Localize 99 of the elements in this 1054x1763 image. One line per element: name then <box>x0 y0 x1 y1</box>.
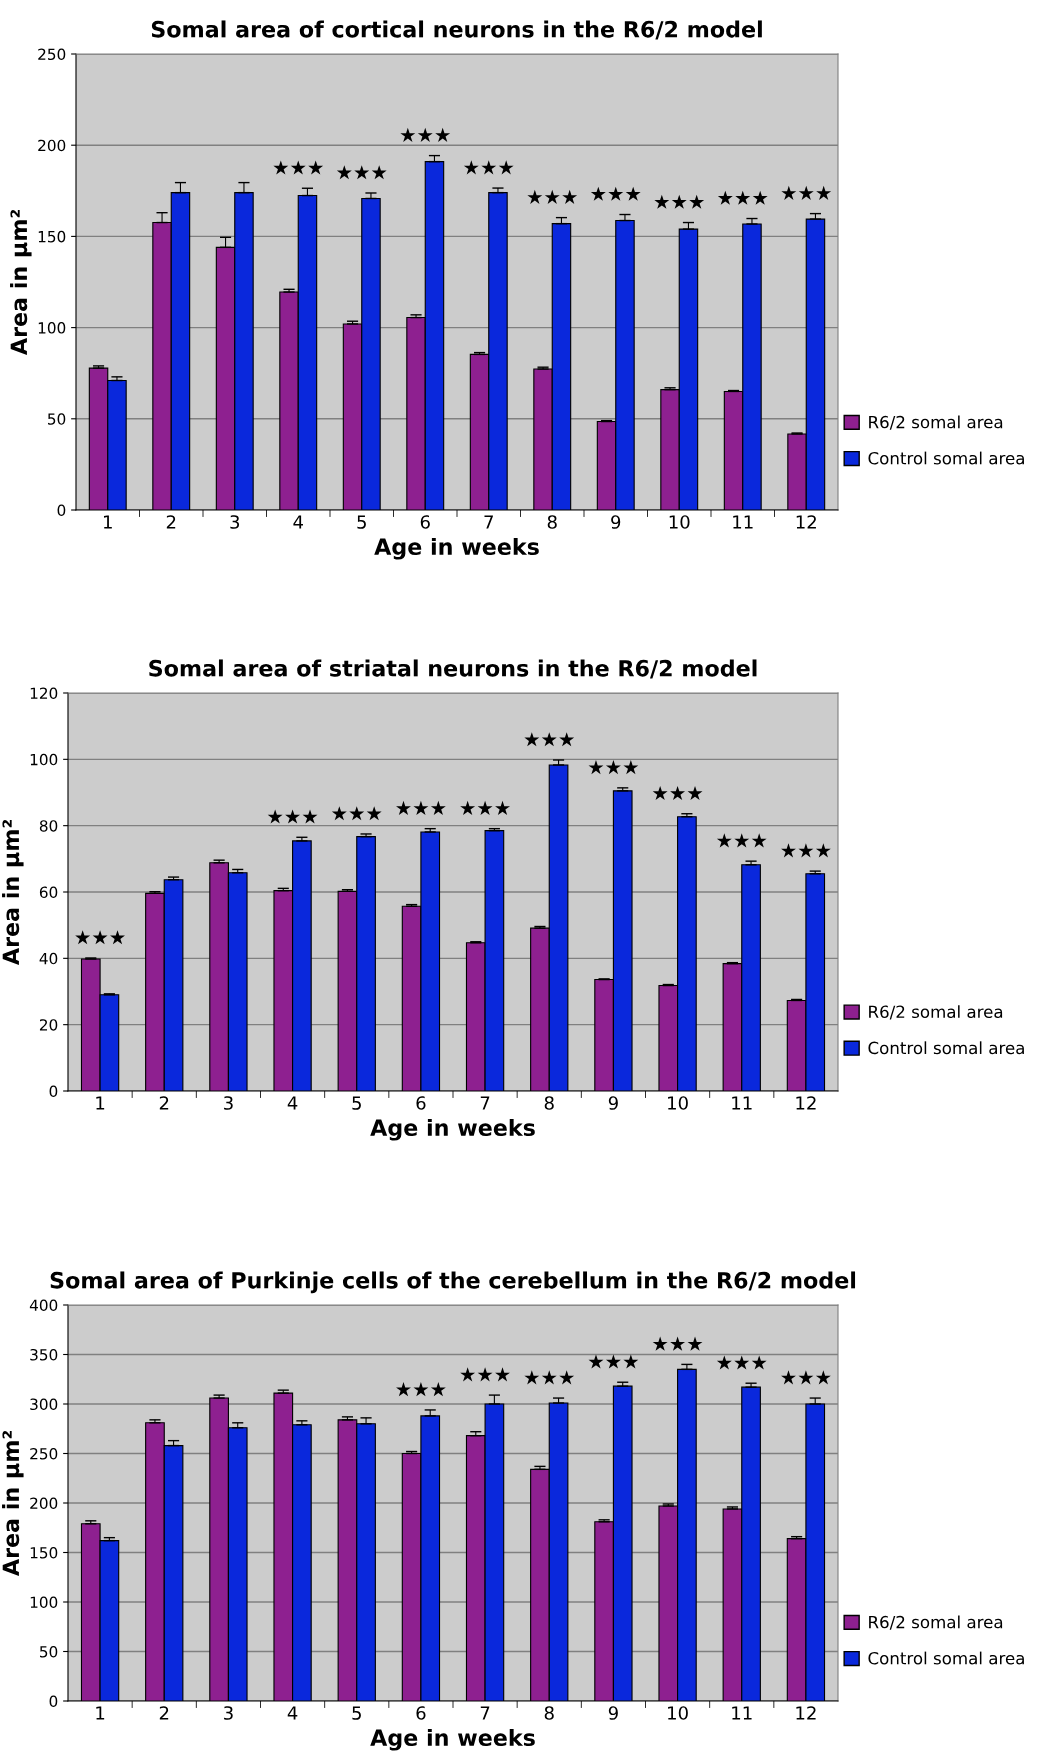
legend-label: Control somal area <box>868 1651 1024 1665</box>
y-tick-label: 200 <box>30 1497 58 1510</box>
x-tick-label: 6 <box>416 1706 426 1720</box>
y-tick-label: 100 <box>30 753 58 766</box>
y-tick-label: 60 <box>39 886 58 899</box>
y-tick-label: 200 <box>38 139 66 152</box>
x-tick-label: 11 <box>732 1706 752 1720</box>
x-tick-label: 5 <box>357 515 366 529</box>
y-tick-label: 80 <box>39 820 58 832</box>
x-tick-label: 9 <box>608 1706 618 1720</box>
x-axis-title: Age in weeks <box>374 537 539 560</box>
y-tick-label: 350 <box>30 1348 58 1361</box>
annotation: ★★★ <box>396 800 446 815</box>
x-axis-title: Age in weeks <box>370 1728 535 1751</box>
x-tick-label: 7 <box>480 1706 490 1720</box>
annotation: ★★★ <box>524 732 575 747</box>
y-tick-label: 150 <box>38 230 66 243</box>
annotation: ★★★ <box>267 809 318 824</box>
x-tick-label: 7 <box>484 515 493 529</box>
x-tick-label: 6 <box>416 1096 426 1110</box>
y-tick-label: 0 <box>49 1695 58 1708</box>
x-tick-label: 12 <box>796 515 816 529</box>
x-tick-label: 5 <box>352 1096 361 1110</box>
x-tick-label: 9 <box>611 515 621 529</box>
y-axis-title: Area in µm² <box>2 1431 24 1577</box>
x-tick-label: 12 <box>796 1706 816 1720</box>
x-tick-label: 1 <box>96 1096 105 1110</box>
annotation: ★★★ <box>336 165 387 180</box>
annotation: ★★★ <box>781 1370 831 1385</box>
annotation: ★★★ <box>652 785 703 801</box>
y-tick-label: 250 <box>30 1447 58 1460</box>
x-tick-label: 10 <box>669 515 690 529</box>
annotation: ★★★ <box>273 160 324 175</box>
legend-label: R6/2 somal area <box>869 1615 1003 1630</box>
x-axis-title: Age in weeks <box>370 1118 535 1141</box>
y-tick-label: 20 <box>39 1019 58 1031</box>
y-axis-title: Area in µm² <box>10 210 32 356</box>
annotation: ★★★ <box>527 189 578 204</box>
chart-title: Somal area of striatal neurons in the R6/2 model <box>149 659 757 679</box>
y-tick-label: 100 <box>38 322 66 334</box>
annotation: ★★★ <box>524 1370 575 1385</box>
annotation: ★★★ <box>716 1355 767 1370</box>
legend-label: Control somal area <box>868 451 1024 465</box>
annotation: ★★★ <box>400 127 451 142</box>
chart-title: Somal area of cortical neurons in the R6/2 model <box>151 20 762 40</box>
y-tick-label: 50 <box>48 413 66 425</box>
annotation: ★★★ <box>590 186 641 201</box>
annotation: ★★★ <box>331 806 382 821</box>
x-tick-label: 8 <box>544 1096 554 1110</box>
x-tick-label: 2 <box>159 1706 169 1720</box>
y-tick-label: 0 <box>57 504 66 517</box>
y-tick-label: 0 <box>49 1085 58 1098</box>
annotation: ★★★ <box>460 1367 510 1382</box>
x-tick-label: 3 <box>230 515 240 529</box>
x-tick-label: 3 <box>224 1096 233 1110</box>
x-tick-label: 11 <box>732 1096 752 1110</box>
x-tick-label: 8 <box>547 515 557 529</box>
y-tick-label: 400 <box>29 1299 58 1312</box>
legend-label: R6/2 somal area <box>869 415 1003 430</box>
y-tick-label: 100 <box>30 1596 58 1609</box>
x-tick-label: 2 <box>166 515 176 529</box>
y-tick-label: 300 <box>30 1398 58 1411</box>
annotation: ★★★ <box>781 185 832 200</box>
x-tick-label: 9 <box>608 1096 618 1110</box>
annotation: ★★★ <box>460 800 510 815</box>
x-tick-label: 12 <box>796 1096 816 1110</box>
x-tick-label: 5 <box>352 1706 361 1720</box>
x-tick-label: 10 <box>668 1096 688 1110</box>
x-tick-label: 3 <box>224 1706 233 1720</box>
annotation: ★★★ <box>781 843 831 858</box>
x-tick-label: 4 <box>287 1706 298 1720</box>
annotation: ★★★ <box>716 833 767 848</box>
annotation: ★★★ <box>654 194 705 209</box>
annotation: ★★★ <box>75 930 125 945</box>
legend-label: Control somal area <box>868 1041 1024 1055</box>
annotation: ★★★ <box>717 190 768 205</box>
annotation: ★★★ <box>588 1354 639 1369</box>
y-tick-label: 120 <box>30 687 58 700</box>
x-tick-label: 1 <box>103 515 112 529</box>
x-tick-label: 6 <box>420 515 430 529</box>
annotation: ★★★ <box>588 760 639 775</box>
x-tick-label: 8 <box>544 1706 554 1720</box>
annotation: ★★★ <box>463 160 514 175</box>
y-tick-label: 40 <box>39 952 58 965</box>
chart-title: Somal area of Purkinje cells of the cerebellum in the R6/2 model <box>50 1271 856 1294</box>
y-axis-title: Area in µm² <box>2 820 24 966</box>
x-tick-label: 10 <box>668 1706 688 1720</box>
x-tick-label: 7 <box>480 1096 490 1110</box>
annotation: ★★★ <box>652 1336 703 1351</box>
x-tick-label: 1 <box>96 1706 105 1720</box>
annotation: ★★★ <box>396 1382 446 1397</box>
legend-label: R6/2 somal area <box>869 1005 1003 1020</box>
x-tick-label: 11 <box>733 515 753 529</box>
x-tick-label: 4 <box>287 1096 298 1110</box>
x-tick-label: 2 <box>159 1096 169 1110</box>
y-tick-label: 150 <box>30 1546 58 1559</box>
x-tick-label: 4 <box>293 515 303 529</box>
y-tick-label: 250 <box>38 48 66 61</box>
y-tick-label: 50 <box>40 1645 58 1658</box>
